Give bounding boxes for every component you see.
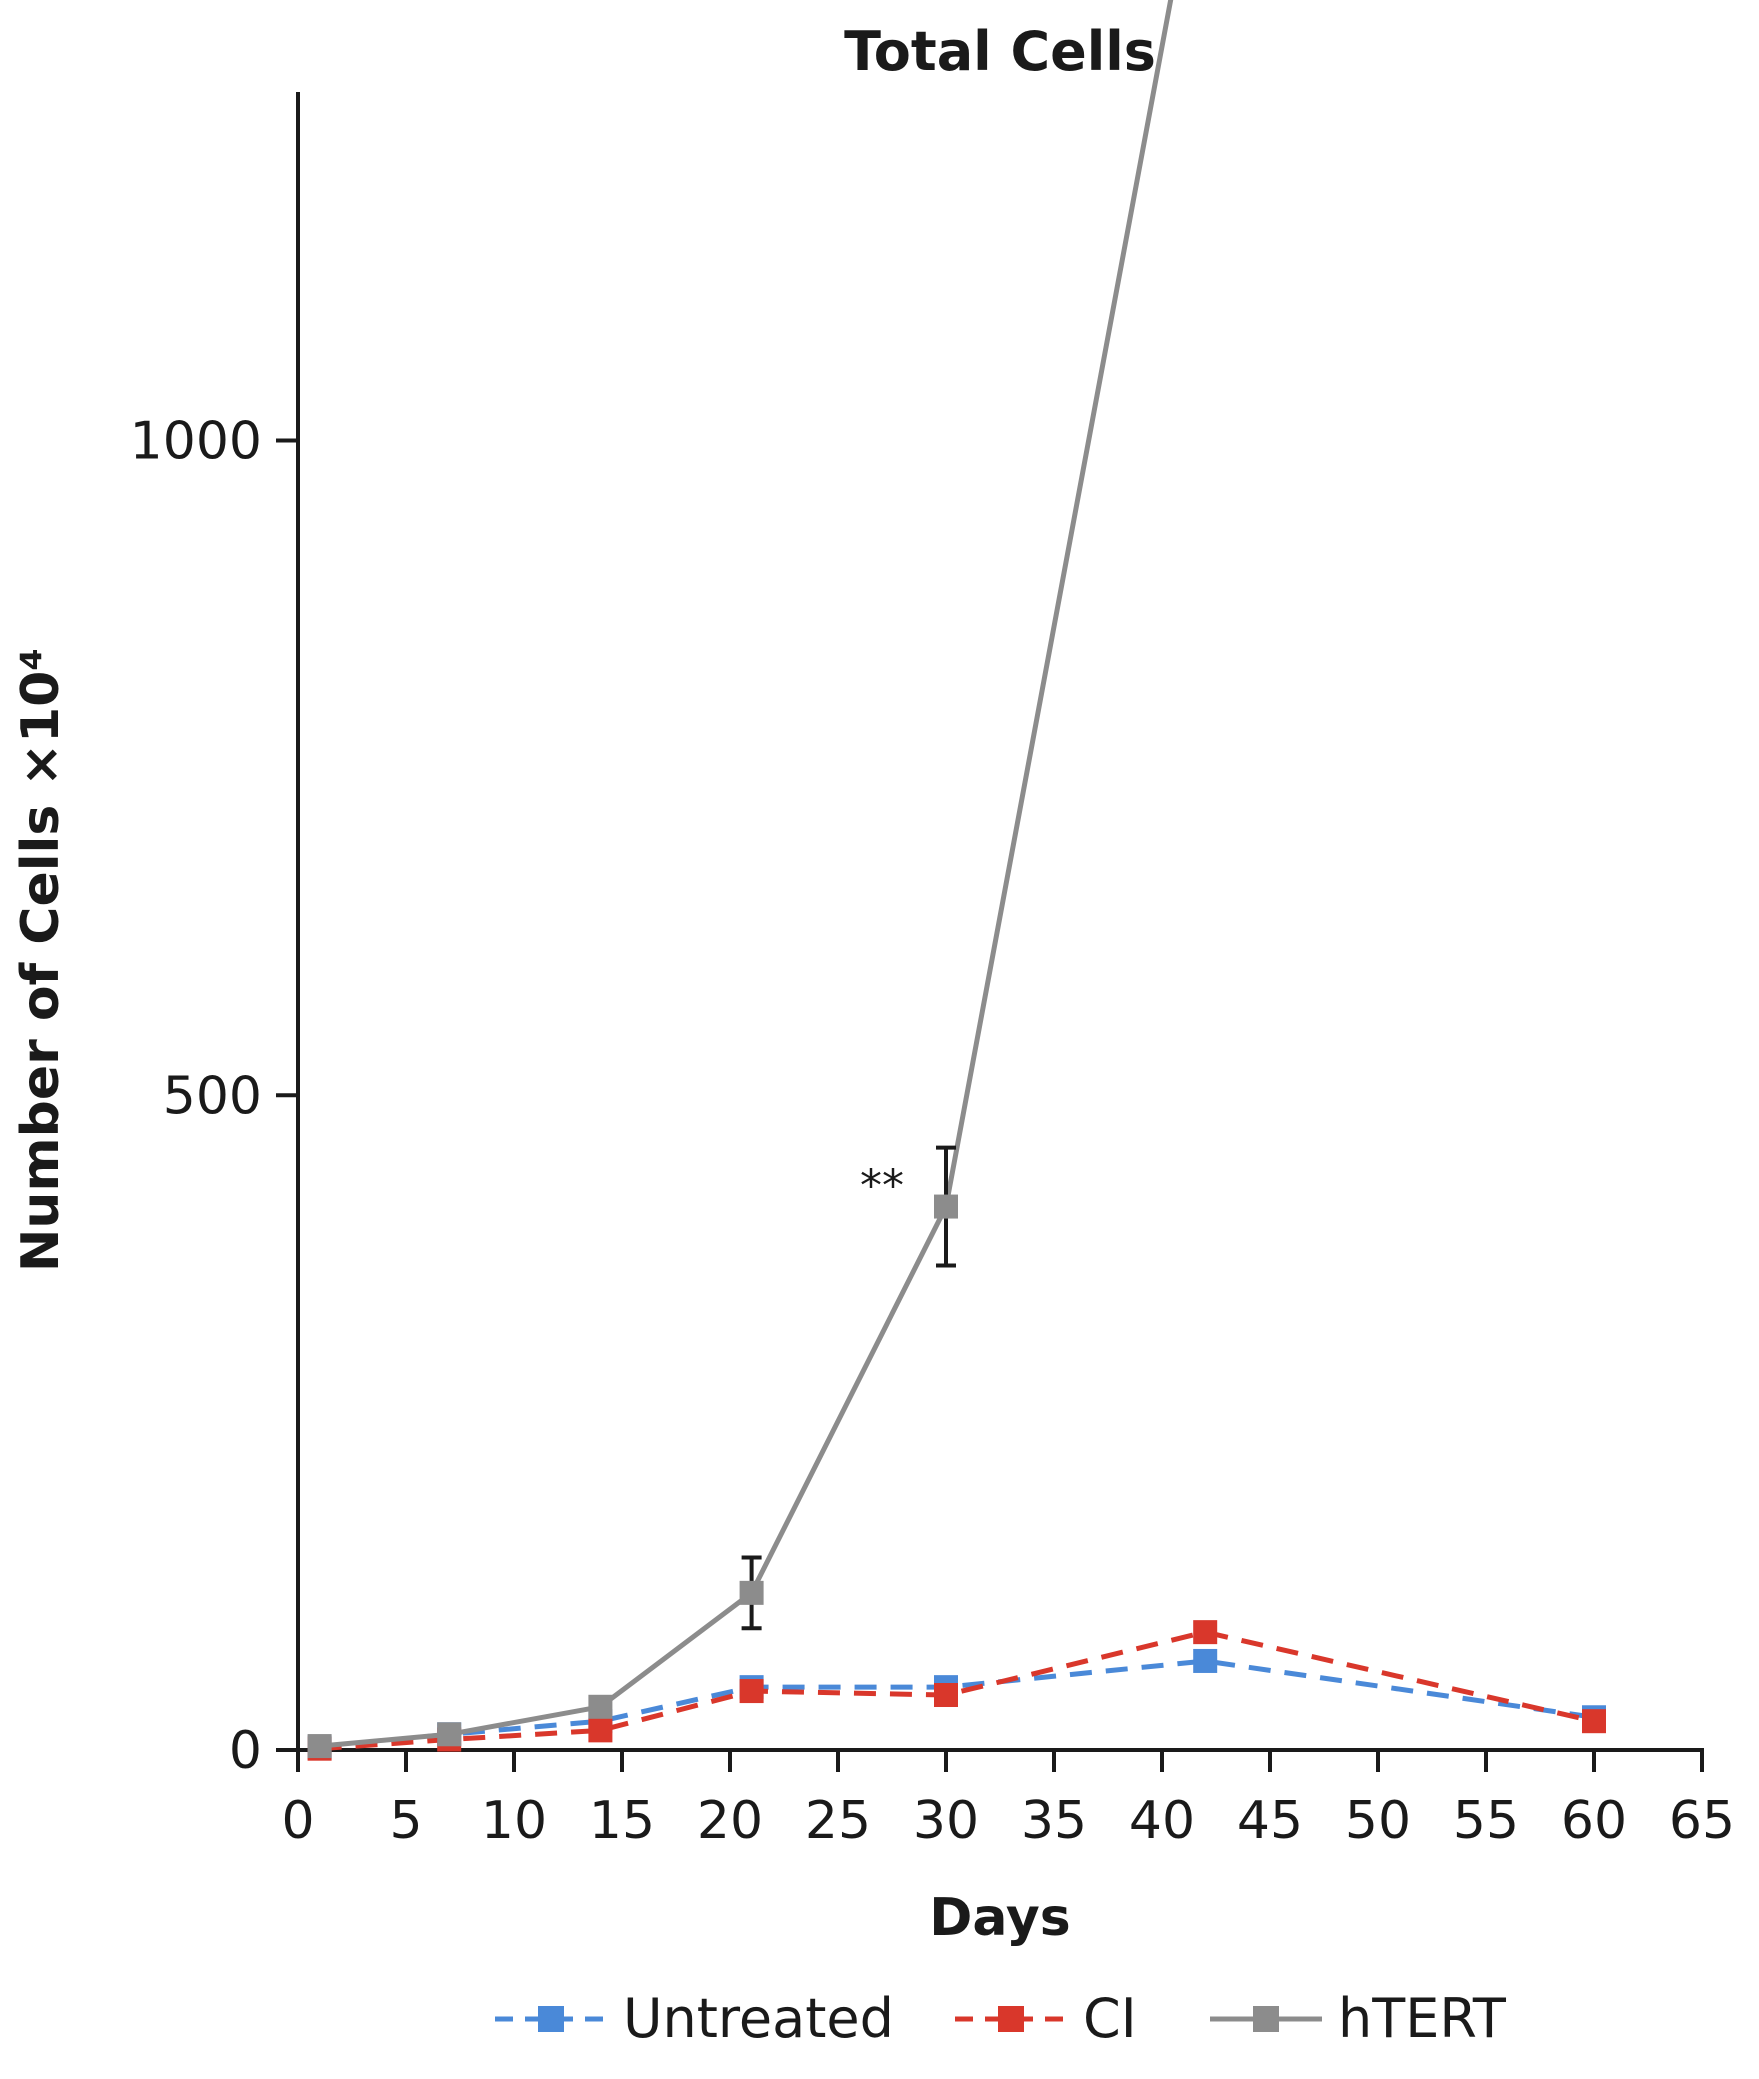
chart-title: Total Cells [844, 20, 1156, 83]
x-tick-label: 50 [1345, 1791, 1411, 1851]
x-tick-label: 15 [589, 1791, 655, 1851]
x-tick-label: 25 [805, 1791, 871, 1851]
legend-label: Untreated [623, 1987, 894, 2050]
legend-swatch-marker [998, 2006, 1024, 2032]
x-tick-label: 10 [481, 1791, 547, 1851]
data-point-ci [739, 1679, 764, 1704]
series-htert [307, 0, 1174, 1759]
data-point-ci [1582, 1709, 1606, 1734]
y-tick-label: 500 [163, 1066, 262, 1126]
x-tick-label: 40 [1129, 1791, 1195, 1851]
y-tick-label: 0 [229, 1721, 262, 1781]
x-axis-title: Days [929, 1888, 1071, 1948]
y-tick-label: 1000 [130, 412, 262, 472]
data-point-ci [1193, 1620, 1218, 1645]
data-point-htert [739, 1580, 764, 1605]
x-tick-label: 60 [1561, 1791, 1627, 1851]
x-tick-label: 0 [281, 1791, 314, 1851]
series-layer [307, 0, 1606, 1761]
annotations: ******** [860, 1161, 904, 1212]
data-point-htert [437, 1722, 462, 1747]
data-point-htert [307, 1734, 332, 1759]
legend-label: hTERT [1338, 1987, 1507, 2050]
data-point-htert [934, 1194, 958, 1219]
data-point-htert [588, 1694, 613, 1719]
y-axis-title: Number of Cells ×10⁴ [11, 648, 71, 1272]
x-tick-label: 45 [1237, 1791, 1303, 1851]
x-tick-label: 20 [697, 1791, 763, 1851]
x-tick-label: 55 [1453, 1791, 1519, 1851]
series-line-htert [319, 0, 1174, 1749]
legend: Untreated CI hTERT [495, 1987, 1507, 2050]
legend-swatch-marker [538, 2006, 564, 2032]
legend-label: CI [1083, 1987, 1137, 2050]
legend-item-untreated: Untreated [495, 1987, 894, 2050]
x-tick-label: 5 [389, 1791, 422, 1851]
data-point-ci [588, 1718, 613, 1743]
x-tick-label: 30 [913, 1791, 979, 1851]
axes: 0500100015002000051015202530354045505560… [130, 92, 1735, 1851]
x-tick-label: 35 [1021, 1791, 1087, 1851]
legend-item-htert: hTERT [1210, 1987, 1507, 2050]
data-point-untreated [1193, 1648, 1218, 1673]
data-point-ci [934, 1683, 958, 1708]
legend-item-ci: CI [955, 1987, 1137, 2050]
legend-swatch-marker [1253, 2006, 1279, 2032]
x-tick-label: 65 [1669, 1791, 1735, 1851]
significance-annotation: ** [860, 1161, 904, 1212]
